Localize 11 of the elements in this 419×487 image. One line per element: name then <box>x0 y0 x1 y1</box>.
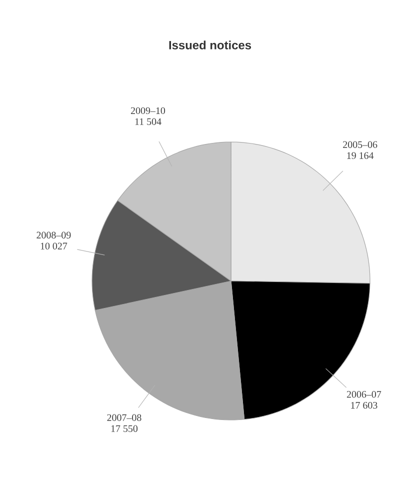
data-label: 10 027 <box>40 242 68 250</box>
slice-label: 2009–10 <box>130 107 166 114</box>
slice-label: 2008–09 <box>36 232 71 238</box>
slice-label: 2005–06 <box>343 141 378 148</box>
chart-title: Issued notices <box>169 40 252 50</box>
data-label: 17 550 <box>111 425 138 432</box>
data-label: 11 504 <box>135 118 162 125</box>
data-label: 17 603 <box>351 402 378 409</box>
data-label: 19 164 <box>347 152 374 159</box>
slice-label: 2006–07 <box>346 390 382 398</box>
slice-label: 2007–08 <box>107 414 142 422</box>
